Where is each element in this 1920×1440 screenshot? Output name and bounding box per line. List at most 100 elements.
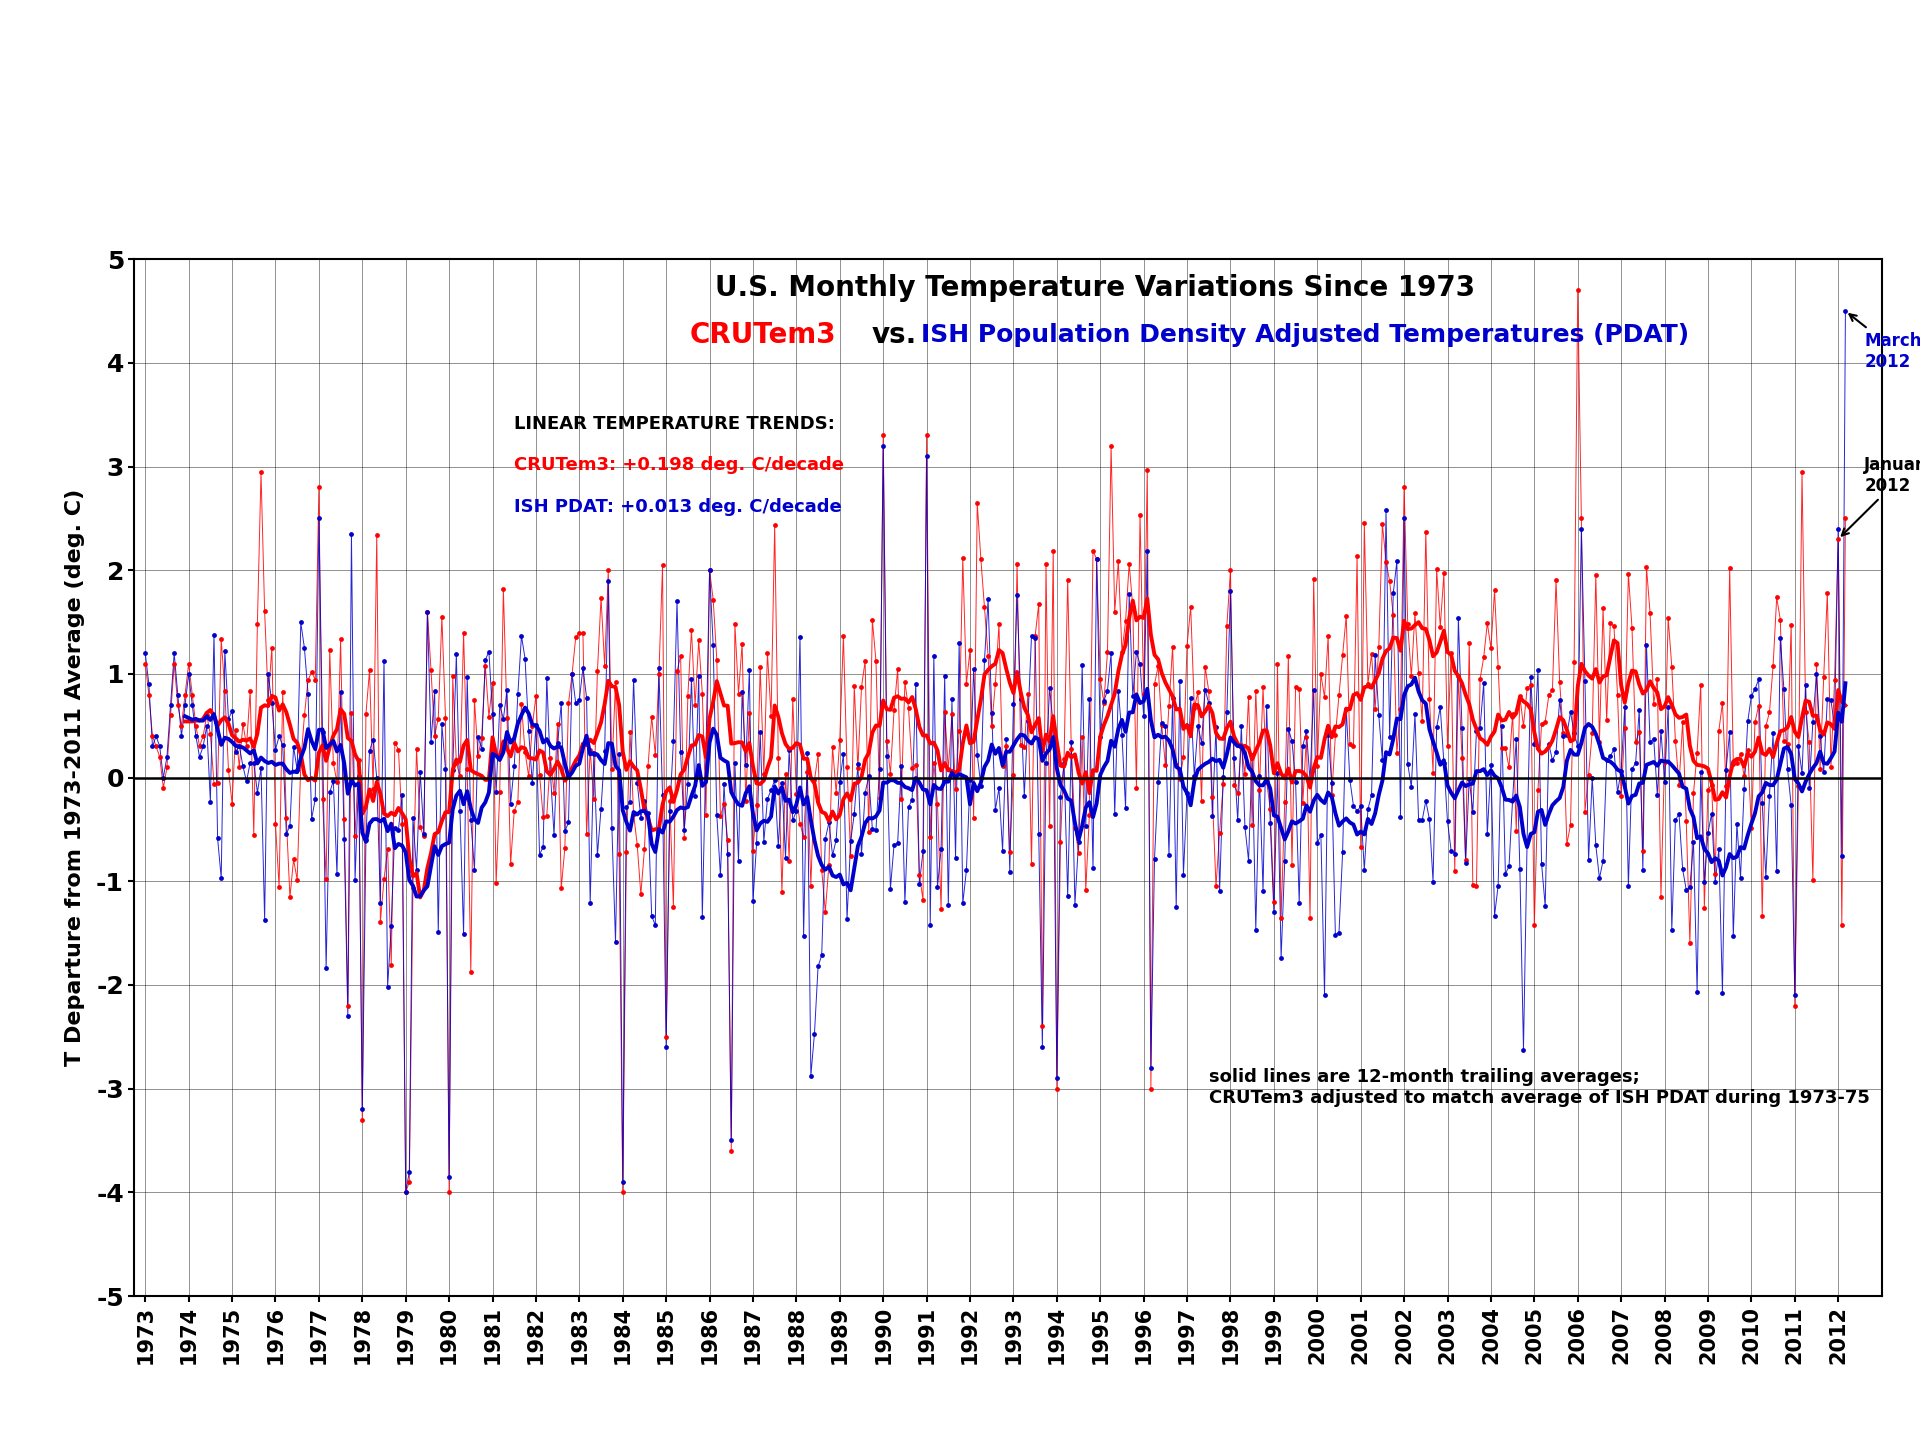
Point [1599,737,1630,760]
Point [572,822,603,845]
Point [1281,675,1311,698]
Point [1035,677,1066,700]
Point [1064,841,1094,864]
Point [1728,765,1759,788]
Point [509,740,540,763]
Point [770,762,801,785]
Point [1576,721,1607,744]
Point [1060,893,1091,916]
Point [741,832,772,855]
Point [1703,838,1734,861]
Point [1208,765,1238,788]
Point [426,605,457,628]
Point [852,819,883,842]
Point [180,714,211,737]
Point [1187,789,1217,812]
Point [897,756,927,779]
Point [1125,504,1156,527]
Point [1699,863,1730,886]
Point [970,648,1000,671]
Point [1407,710,1438,733]
Point [380,732,411,755]
Y-axis label: T Departure from 1973-2011 Average (deg. C): T Departure from 1973-2011 Average (deg.… [65,490,84,1066]
Point [724,683,755,706]
Point [286,611,317,634]
Point [636,706,666,729]
Point [1219,773,1250,796]
Point [1100,802,1131,825]
Point [1248,675,1279,698]
Point [463,726,493,749]
Point [1031,752,1062,775]
Point [1154,694,1185,717]
Point [307,788,338,811]
Point [1125,652,1156,675]
Point [864,786,895,809]
Point [250,599,280,622]
Point [778,809,808,832]
Point [1507,714,1538,737]
Point [730,789,760,812]
Point [1563,734,1594,757]
Point [799,769,829,792]
Point [1382,742,1413,765]
Point [1820,716,1851,739]
Point [430,706,461,729]
Point [271,822,301,845]
Point [495,852,526,876]
Point [1649,770,1680,793]
Point [323,770,353,793]
Point [1580,834,1611,857]
Point [1068,654,1098,677]
Point [447,922,478,945]
Point [614,720,645,743]
Point [1498,788,1528,811]
Point [136,724,167,747]
Point [1772,757,1803,780]
Point [1356,783,1386,806]
Point [1306,662,1336,685]
Point [459,858,490,881]
Point [687,906,718,929]
Point [156,704,186,727]
Point [1678,782,1709,805]
Point [1261,762,1292,785]
Point [1384,697,1415,720]
Point [1555,700,1586,723]
Point [1544,688,1574,711]
Point [1102,680,1133,703]
Point [1060,816,1091,840]
Point [568,657,599,680]
Point [422,707,453,730]
Point [1190,655,1221,678]
Point [856,609,887,632]
Point [507,693,538,716]
Point [597,757,628,780]
Point [1632,634,1663,657]
Point [828,624,858,647]
Point [1352,672,1382,696]
Point [676,619,707,642]
Point [484,780,515,804]
Point [1150,753,1181,776]
Point [1411,520,1442,543]
Point [1805,724,1836,747]
Point [394,1161,424,1184]
Point [1006,733,1037,756]
Point [278,848,309,871]
Point [1146,711,1177,734]
Point [536,760,566,783]
Point [1039,713,1069,736]
Point [1519,913,1549,936]
Point [852,765,883,788]
Point [950,672,981,696]
Point [753,788,783,811]
Point [1678,831,1709,854]
Point [1273,719,1304,742]
Point [1359,697,1390,720]
Point [372,975,403,998]
Point [1830,507,1860,530]
Point [1469,671,1500,694]
Point [1265,907,1296,930]
Point [238,752,269,775]
